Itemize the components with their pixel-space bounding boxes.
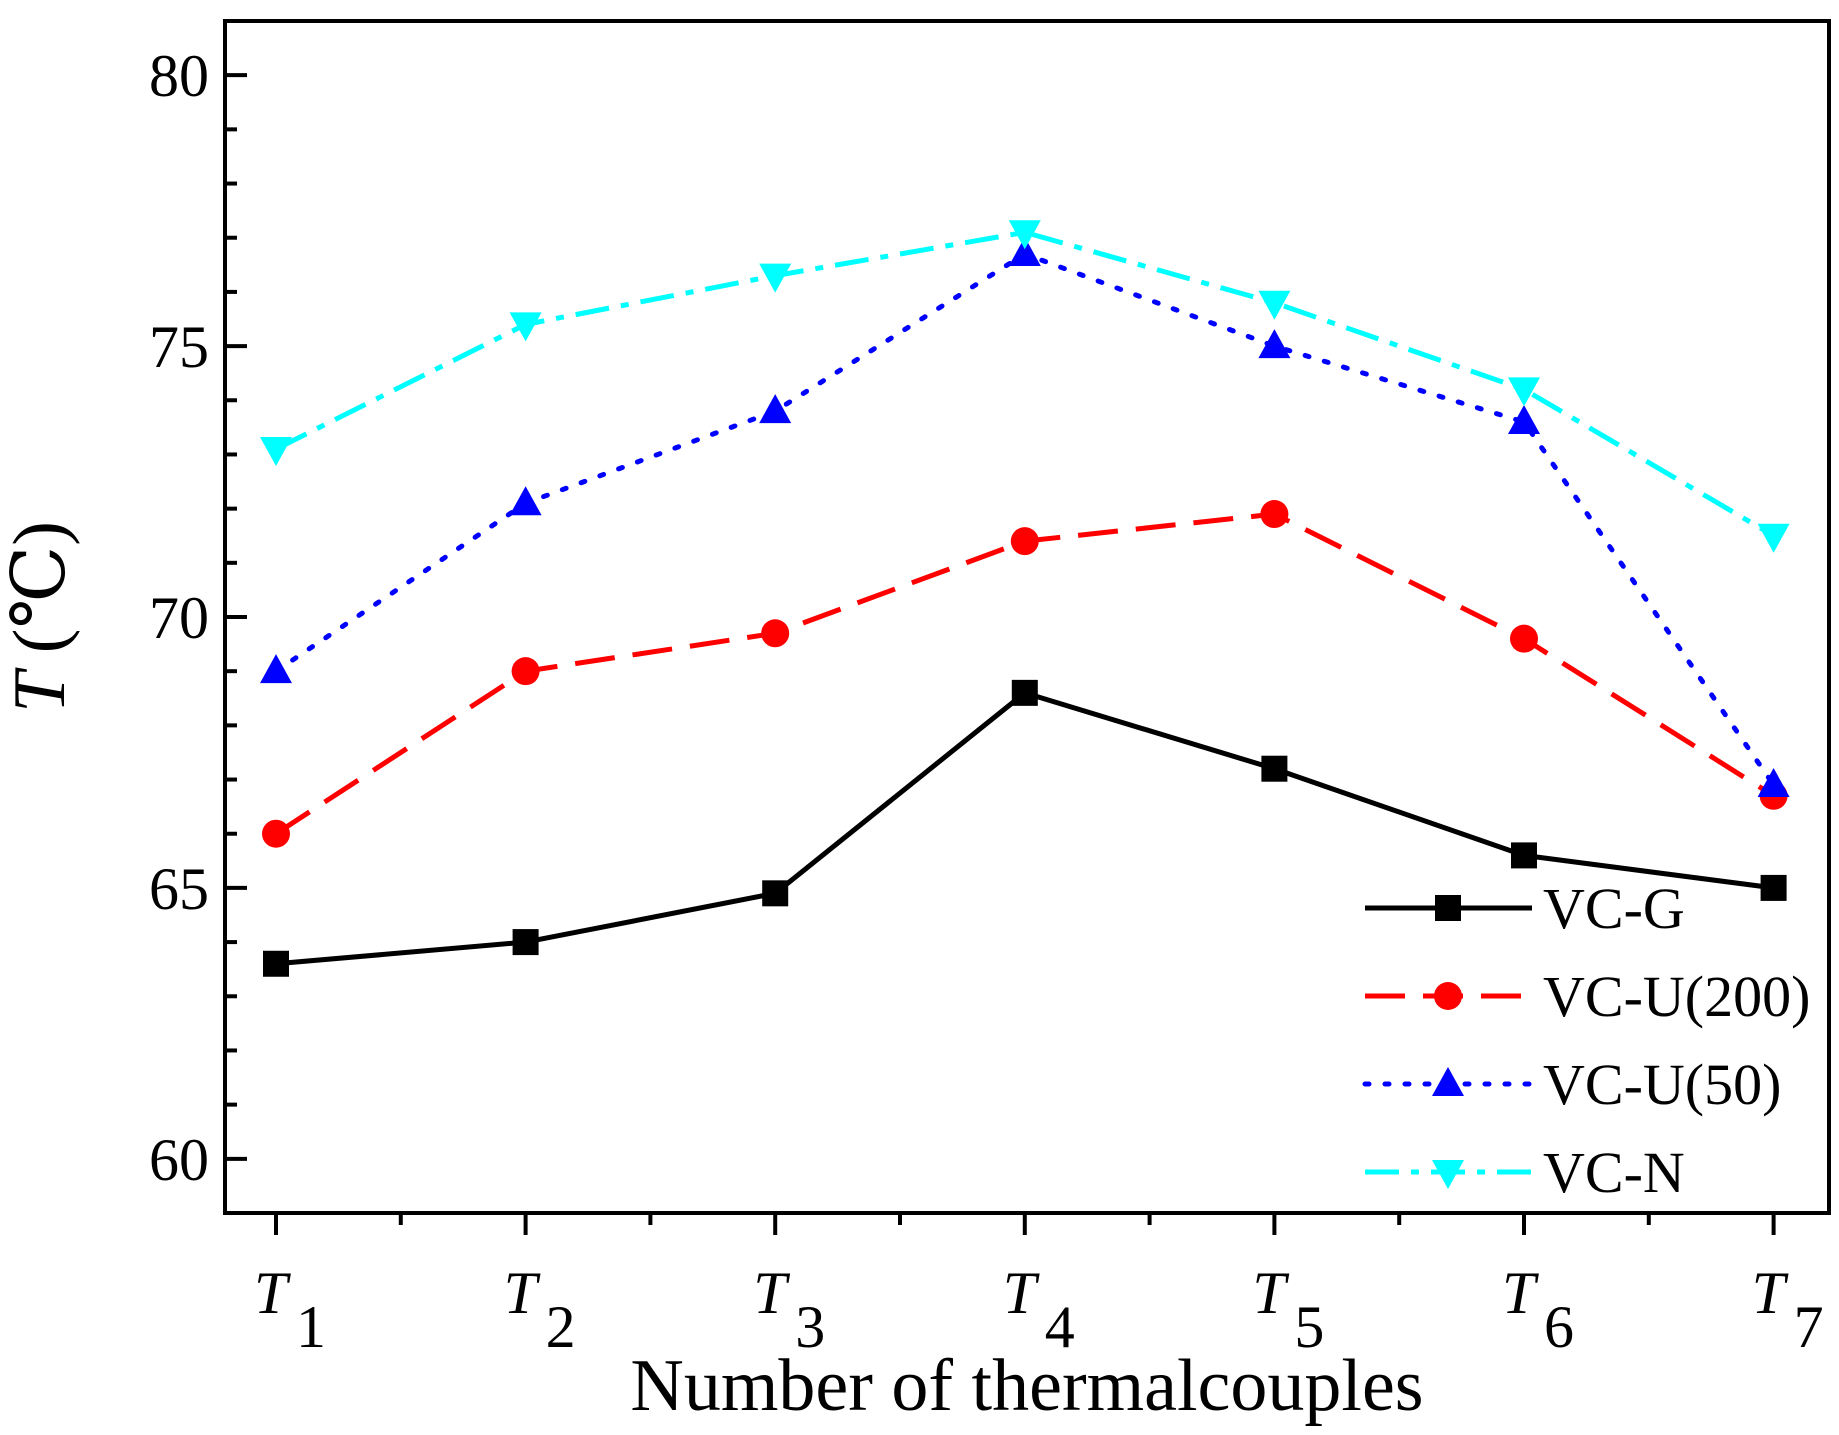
x-tick-label: T [1003,1260,1040,1326]
data-point [260,437,292,467]
series-line [274,511,1775,836]
legend-label: VC-U(50) [1543,1052,1781,1117]
y-axis: 60 65 70 75 80 [149,19,247,1215]
data-point [260,654,292,684]
x-axis-title: Number of thermalcouples [630,1345,1423,1427]
y-tick-label: 65 [149,856,209,922]
x-tick-label: T [1752,1260,1789,1326]
x-tick-label: T [504,1260,541,1326]
legend-item: VC-G [1365,876,1685,941]
y-axis-title: T (℃) [0,521,81,713]
data-point [512,929,539,956]
data-point [262,819,290,848]
legend-marker [1434,982,1462,1010]
legend-marker [1432,1067,1464,1096]
legend: VC-G VC-U(200) VC-U(50) VC-N [1362,876,1810,1205]
series-vc-u-50 [260,236,1790,797]
series-vc-g [263,679,1787,977]
x-tick-subscript: 1 [296,1294,326,1360]
data-point [1510,624,1538,653]
legend-item: VC-U(200) [1365,964,1810,1029]
y-axis-title-unit: (℃) [0,521,81,672]
y-tick-label: 75 [149,314,209,380]
legend-label: VC-N [1543,1140,1685,1205]
x-tick-label: T [1502,1260,1539,1326]
series-vc-u-200 [262,500,1788,848]
legend-item: VC-U(50) [1362,1052,1781,1117]
plot-frame [223,19,1831,1215]
data-point [1260,500,1289,529]
data-point [509,486,542,516]
data-point [1261,755,1288,782]
data-point [762,880,789,907]
data-point [1010,527,1039,556]
x-tick-subscript: 4 [1045,1294,1075,1360]
x-tick-subscript: 7 [1794,1294,1824,1360]
data-point [1760,874,1787,901]
series-line [274,229,1775,538]
legend-item: VC-N [1365,1140,1685,1205]
legend-marker [1432,1160,1464,1189]
data-point [1008,220,1041,250]
data-point [509,312,542,342]
data-point [1757,523,1790,553]
data-point [263,950,289,977]
y-tick-label: 60 [149,1127,209,1193]
legend-label: VC-G [1543,876,1685,941]
x-tick-subscript: 2 [546,1294,576,1360]
x-tick-subscript: 3 [795,1294,825,1360]
legend-label: VC-U(200) [1543,964,1810,1029]
data-point [761,619,790,648]
data-point [1258,329,1291,359]
x-tick-label: T [753,1260,790,1326]
data-point [1008,236,1041,266]
data-point [1011,679,1038,706]
y-axis-title-symbol: T [0,667,81,713]
data-point [1508,377,1540,407]
series-vc-n [260,220,1790,553]
x-tick-subscript: 6 [1544,1294,1574,1360]
data-point [511,657,540,686]
data-point [759,394,792,424]
x-tick-label: T [1252,1260,1289,1326]
legend-marker [1435,895,1461,921]
data-point [1511,842,1537,869]
data-point [1258,290,1291,320]
y-tick-label: 70 [149,585,209,651]
data-point [1508,404,1540,434]
data-point [759,263,792,293]
data-point [1757,767,1790,797]
x-tick-label: T [254,1260,291,1326]
x-tick-subscript: 5 [1294,1294,1324,1360]
y-tick-label: 80 [149,43,209,109]
